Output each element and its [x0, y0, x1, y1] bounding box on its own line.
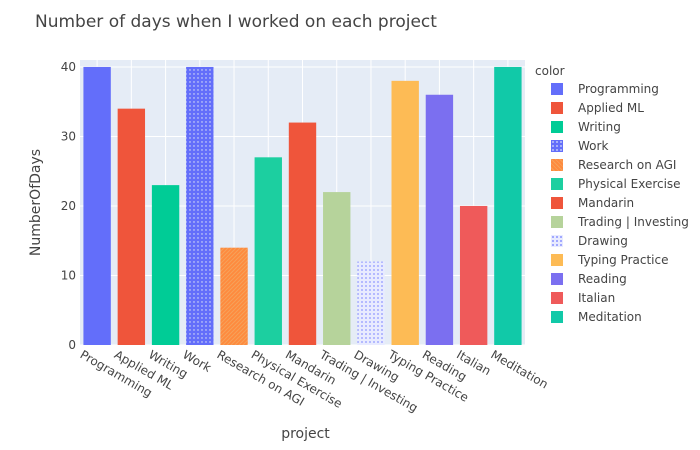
y-tick-label: 30: [61, 129, 76, 143]
legend-item[interactable]: Drawing: [535, 232, 695, 251]
y-tick-label: 20: [61, 199, 76, 213]
legend-label: Meditation: [578, 310, 642, 324]
bar-research-on-agi: [220, 247, 248, 345]
legend-label: Reading: [578, 272, 627, 286]
legend-label: Drawing: [578, 234, 628, 248]
bar-italian: [459, 205, 488, 345]
legend-items: Programming Applied ML Writing Work Research…: [535, 80, 695, 327]
y-tick-label: 0: [68, 338, 76, 352]
legend-item[interactable]: Mandarin: [535, 194, 695, 213]
legend-swatch: [551, 159, 563, 171]
bar-trading-investing: [323, 192, 351, 345]
bar-reading: [425, 94, 454, 345]
legend-swatch: [551, 178, 563, 190]
legend-label: Writing: [578, 120, 621, 134]
legend-swatch: [551, 254, 563, 266]
legend-swatch: [551, 102, 563, 114]
legend-item[interactable]: Research on AGI: [535, 156, 695, 175]
bar-drawing: [357, 261, 385, 345]
legend-label: Research on AGI: [578, 158, 677, 172]
legend-label: Physical Exercise: [578, 177, 681, 191]
x-tick-label: Meditation: [488, 347, 550, 391]
legend-swatch: [551, 197, 563, 209]
bar-applied-ml: [117, 108, 146, 345]
bar-typing-practice: [391, 80, 419, 345]
bar-mandarin: [288, 122, 317, 345]
legend-swatch: [551, 121, 563, 133]
legend-item[interactable]: Applied ML: [535, 99, 695, 118]
chart-title: Number of days when I worked on each pro…: [35, 12, 437, 32]
legend-item[interactable]: Work: [535, 137, 695, 156]
legend-item[interactable]: Meditation: [535, 308, 695, 327]
bar-physical-exercise: [254, 157, 282, 345]
legend-label: Programming: [578, 82, 659, 96]
legend-label: Trading | Investing: [578, 215, 689, 229]
legend-swatch: [551, 273, 563, 285]
bar-programming: [83, 66, 111, 345]
legend-item[interactable]: Typing Practice: [535, 251, 695, 270]
bar-meditation: [494, 66, 522, 345]
bar-work: [186, 66, 214, 345]
legend-label: Mandarin: [578, 196, 635, 210]
legend-label: Work: [578, 139, 609, 153]
legend-item[interactable]: Writing: [535, 118, 695, 137]
legend-label: Italian: [578, 291, 616, 305]
y-tick-label: 40: [61, 60, 76, 74]
legend-item[interactable]: Reading: [535, 270, 695, 289]
x-axis-title: project: [281, 426, 330, 442]
legend-swatch: [551, 140, 563, 152]
legend-label: Typing Practice: [578, 253, 669, 267]
legend-swatch: [551, 235, 563, 247]
bar-writing: [151, 185, 180, 345]
legend-swatch: [551, 311, 563, 323]
legend-title: color: [535, 64, 565, 78]
y-tick-label: 10: [61, 268, 76, 282]
legend: color Programming Applied ML Writing Work Re…: [535, 62, 695, 327]
legend-swatch: [551, 83, 563, 95]
legend-item[interactable]: Italian: [535, 289, 695, 308]
legend-item[interactable]: Trading | Investing: [535, 213, 695, 232]
legend-item[interactable]: Physical Exercise: [535, 175, 695, 194]
legend-label: Applied ML: [578, 101, 644, 115]
y-axis-title: NumberOfDays: [28, 149, 44, 256]
legend-swatch: [551, 292, 563, 304]
legend-swatch: [551, 216, 563, 228]
legend-item[interactable]: Programming: [535, 80, 695, 99]
